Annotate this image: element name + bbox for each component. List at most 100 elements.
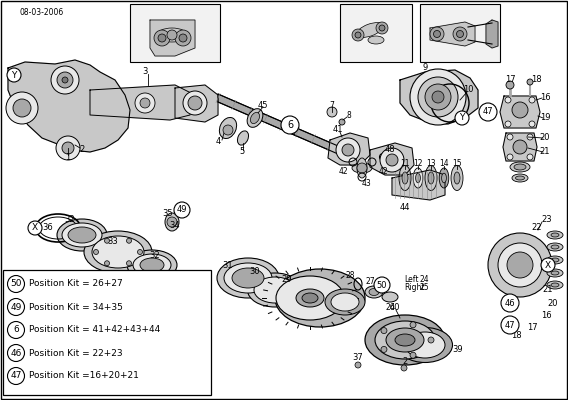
Text: 18: 18	[531, 76, 541, 84]
Ellipse shape	[254, 277, 296, 303]
Text: 4: 4	[215, 138, 220, 146]
Ellipse shape	[416, 173, 420, 183]
Text: 14: 14	[439, 160, 449, 168]
Ellipse shape	[140, 258, 164, 272]
Ellipse shape	[551, 233, 559, 237]
Polygon shape	[486, 20, 498, 48]
Circle shape	[352, 29, 364, 41]
Ellipse shape	[382, 292, 398, 302]
Text: 23: 23	[542, 216, 552, 224]
Circle shape	[488, 233, 552, 297]
Text: 7: 7	[329, 100, 335, 110]
Text: Y: Y	[460, 114, 465, 122]
Circle shape	[56, 136, 80, 160]
Ellipse shape	[547, 281, 563, 289]
Text: Left: Left	[404, 276, 419, 284]
Polygon shape	[503, 133, 537, 161]
Text: 37: 37	[353, 354, 364, 362]
Text: Right: Right	[404, 284, 424, 292]
Text: 16: 16	[541, 310, 552, 320]
Circle shape	[428, 337, 434, 343]
Ellipse shape	[92, 236, 144, 268]
Ellipse shape	[219, 118, 237, 138]
Ellipse shape	[547, 243, 563, 251]
Text: 31: 31	[223, 260, 233, 270]
Text: 30: 30	[250, 268, 260, 276]
Circle shape	[529, 121, 535, 127]
Ellipse shape	[165, 213, 179, 231]
Text: 39: 39	[453, 346, 463, 354]
Circle shape	[357, 163, 367, 173]
Circle shape	[137, 250, 143, 254]
Circle shape	[140, 98, 150, 108]
Text: 6: 6	[287, 120, 293, 130]
Text: 2: 2	[80, 146, 85, 154]
Ellipse shape	[357, 23, 383, 37]
Ellipse shape	[551, 258, 559, 262]
Circle shape	[7, 344, 24, 362]
Text: 32: 32	[150, 250, 160, 260]
Ellipse shape	[127, 250, 177, 280]
Ellipse shape	[133, 254, 171, 276]
Text: 42: 42	[378, 168, 388, 176]
Text: 9: 9	[423, 64, 428, 72]
Circle shape	[430, 27, 444, 41]
Circle shape	[498, 243, 542, 287]
Ellipse shape	[352, 163, 372, 173]
Ellipse shape	[510, 162, 530, 172]
Circle shape	[7, 298, 24, 316]
Circle shape	[507, 154, 513, 160]
Ellipse shape	[512, 174, 528, 182]
Text: 15: 15	[452, 160, 462, 168]
Text: 36: 36	[43, 224, 53, 232]
Circle shape	[183, 91, 207, 115]
Text: 08-03-2006: 08-03-2006	[20, 8, 64, 17]
Circle shape	[507, 134, 513, 140]
Circle shape	[339, 119, 345, 125]
Ellipse shape	[275, 269, 365, 327]
Text: 25: 25	[419, 284, 429, 292]
Circle shape	[410, 322, 416, 328]
Text: 16: 16	[540, 94, 550, 102]
Circle shape	[281, 116, 299, 134]
Ellipse shape	[395, 334, 415, 346]
Ellipse shape	[454, 172, 460, 184]
Text: 47: 47	[483, 108, 494, 116]
Ellipse shape	[248, 273, 303, 307]
Circle shape	[57, 72, 73, 88]
Text: 12: 12	[414, 160, 423, 168]
Circle shape	[513, 140, 527, 154]
Text: 6: 6	[13, 326, 19, 334]
Text: 50: 50	[10, 280, 22, 288]
Text: 21: 21	[543, 286, 553, 294]
Polygon shape	[328, 133, 370, 165]
Ellipse shape	[413, 168, 423, 188]
Circle shape	[167, 217, 177, 227]
Ellipse shape	[84, 231, 152, 273]
Circle shape	[127, 261, 132, 266]
Polygon shape	[370, 143, 414, 175]
Text: 5: 5	[239, 148, 245, 156]
Circle shape	[512, 102, 528, 118]
Ellipse shape	[276, 276, 344, 320]
Ellipse shape	[398, 328, 453, 362]
Circle shape	[154, 30, 170, 46]
Ellipse shape	[296, 289, 324, 307]
Circle shape	[381, 328, 387, 334]
Ellipse shape	[57, 219, 107, 251]
Circle shape	[28, 221, 42, 235]
Ellipse shape	[551, 283, 559, 287]
Circle shape	[336, 138, 360, 162]
Bar	[420, 4, 500, 62]
Text: Position Kit = 41+42+43+44: Position Kit = 41+42+43+44	[29, 326, 160, 334]
Text: 2: 2	[402, 358, 408, 366]
Circle shape	[327, 107, 337, 117]
Circle shape	[376, 22, 388, 34]
Circle shape	[410, 69, 466, 125]
Text: 50: 50	[377, 280, 387, 290]
Ellipse shape	[514, 164, 526, 170]
Text: 18: 18	[511, 330, 521, 340]
Ellipse shape	[237, 131, 249, 145]
Ellipse shape	[375, 321, 435, 359]
Circle shape	[13, 99, 31, 117]
